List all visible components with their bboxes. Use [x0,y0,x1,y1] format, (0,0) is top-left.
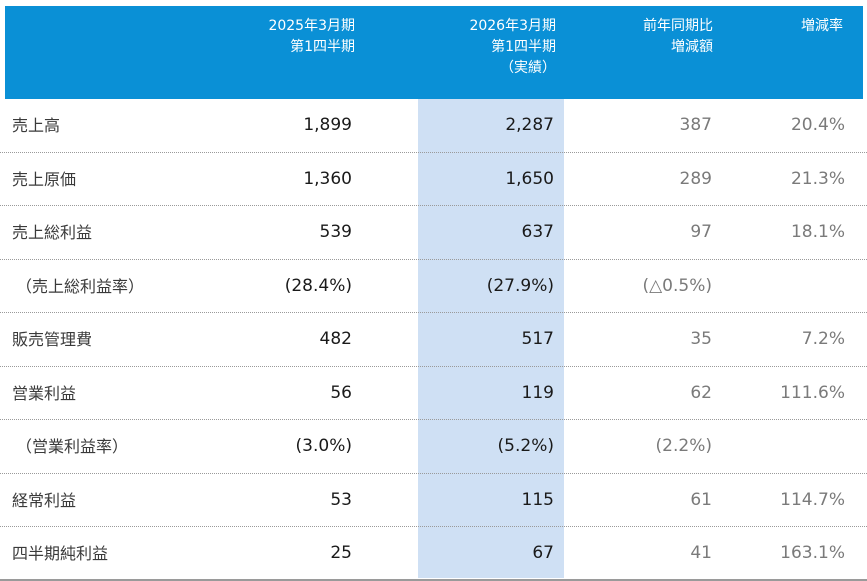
row-prev-value: 1,899 [303,115,352,135]
row-rate-value: 163.1% [780,543,845,563]
header-curr-line3: （実績） [500,60,556,76]
row-curr-value: 119 [521,382,554,403]
header-prev-period: 2025年3月期 第1四半期 [268,16,355,58]
row-prev-value: 539 [319,222,352,242]
row-diff-value: 41 [690,543,712,563]
row-rate-value: 21.3% [790,168,845,189]
table-row: （営業利益率） (3.0%) (5.2%) (2.2%) [0,420,867,474]
row-curr-value: 517 [521,329,554,349]
row-rate-value: 114.7% [780,489,845,510]
row-prev-value: 482 [319,329,352,349]
row-curr-value: 637 [521,222,554,242]
header-growth-rate: 増減率 [801,16,843,37]
table-row: 四半期純利益 25 67 41 163.1% [0,527,867,581]
row-curr-value: 67 [532,543,554,563]
table-header: 2025年3月期 第1四半期 2026年3月期 第1四半期 （実績） 前年同期比… [5,6,863,99]
row-diff-value: 289 [679,168,712,189]
header-rate-line1: 増減率 [801,18,843,34]
row-diff-value: 387 [679,115,712,135]
table-row: 売上原価 1,360 1,650 289 21.3% [0,153,867,206]
current-period-highlight [418,99,564,578]
row-prev-value: (3.0%) [295,436,352,456]
row-prev-value: 53 [330,489,352,510]
header-curr-line2: 第1四半期 [491,39,556,55]
row-label: （営業利益率） [16,437,129,456]
header-curr-period: 2026年3月期 第1四半期 （実績） [469,16,556,79]
row-diff-value: (△0.5%) [642,275,712,296]
header-diff-line1: 前年同期比 [643,18,713,34]
row-curr-value: 115 [521,489,554,510]
row-curr-value: 1,650 [505,168,554,189]
header-curr-line1: 2026年3月期 [469,18,556,34]
table-row: 経常利益 53 115 61 114.7% [0,474,867,527]
row-diff-value: 62 [690,382,712,403]
table-row: 売上高 1,899 2,287 387 20.4% [0,99,867,153]
row-label: 売上原価 [12,169,77,189]
row-prev-value: 1,360 [303,168,352,189]
row-curr-value: 2,287 [505,115,554,135]
row-label: 四半期純利益 [12,544,109,563]
row-label: 経常利益 [12,490,77,510]
row-label: 売上高 [12,116,61,135]
table-row: 販売管理費 482 517 35 7.2% [0,313,867,367]
row-label: （売上総利益率） [16,276,145,296]
header-prev-line1: 2025年3月期 [268,18,355,34]
row-prev-value: 56 [330,382,352,403]
row-rate-value: 20.4% [790,115,845,135]
row-rate-value: 7.2% [801,329,845,349]
row-diff-value: (2.2%) [655,436,712,456]
table-row: （売上総利益率） (28.4%) (27.9%) (△0.5%) [0,260,867,313]
table-row: 売上総利益 539 637 97 18.1% [0,206,867,260]
row-diff-value: 35 [690,329,712,349]
row-label: 販売管理費 [12,330,93,349]
row-rate-value: 111.6% [780,382,845,403]
row-label: 営業利益 [12,383,77,403]
row-prev-value: 25 [330,543,352,563]
table-row: 営業利益 56 119 62 111.6% [0,367,867,420]
header-diff-line2: 増減額 [671,39,713,55]
row-diff-value: 61 [690,489,712,510]
row-curr-value: (27.9%) [486,275,554,296]
header-prev-line2: 第1四半期 [290,39,355,55]
header-yoy-diff: 前年同期比 増減額 [643,16,713,58]
row-prev-value: (28.4%) [284,275,352,296]
row-label: 売上総利益 [12,223,93,242]
row-curr-value: (5.2%) [497,436,554,456]
row-diff-value: 97 [690,222,712,242]
table-body: 売上高 1,899 2,287 387 20.4% 売上原価 1,360 1,650 289 21… [0,99,867,581]
row-rate-value: 18.1% [790,222,845,242]
